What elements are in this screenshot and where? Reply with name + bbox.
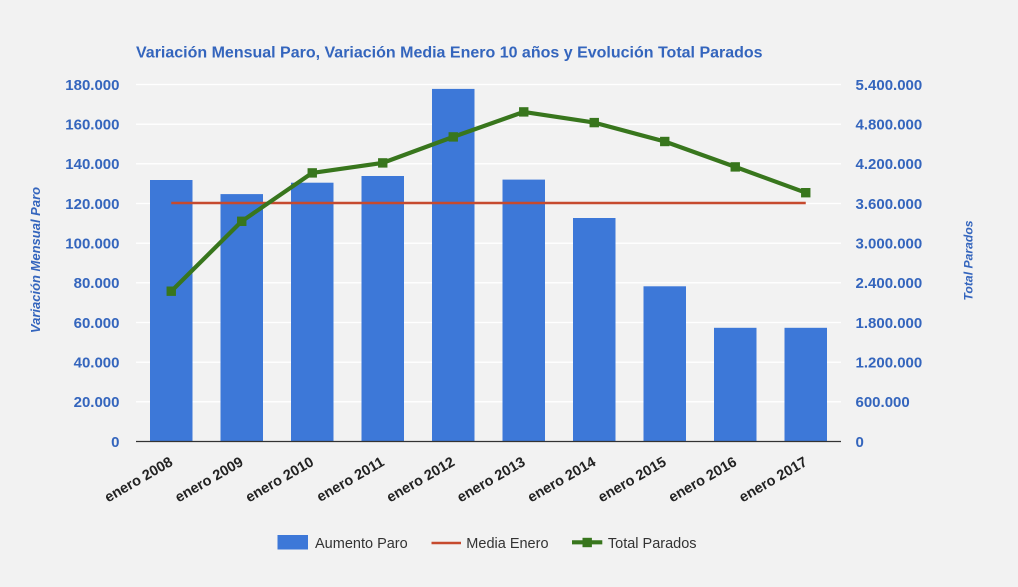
svg-text:20.000: 20.000 xyxy=(74,394,120,411)
svg-text:Total Parados: Total Parados xyxy=(608,536,697,552)
svg-text:2.400.000: 2.400.000 xyxy=(856,275,923,292)
svg-text:1.800.000: 1.800.000 xyxy=(856,315,923,332)
svg-text:Total Parados: Total Parados xyxy=(962,220,976,300)
svg-text:4.200.000: 4.200.000 xyxy=(856,156,923,173)
svg-text:120.000: 120.000 xyxy=(65,196,119,213)
svg-text:Aumento Paro: Aumento Paro xyxy=(315,536,408,552)
svg-text:3.000.000: 3.000.000 xyxy=(856,235,923,252)
svg-text:60.000: 60.000 xyxy=(74,315,120,332)
svg-text:3.600.000: 3.600.000 xyxy=(856,196,923,213)
svg-text:5.400.000: 5.400.000 xyxy=(856,77,923,94)
svg-text:80.000: 80.000 xyxy=(74,275,120,292)
svg-text:4.800.000: 4.800.000 xyxy=(856,116,923,133)
svg-text:100.000: 100.000 xyxy=(65,235,119,252)
svg-text:0: 0 xyxy=(111,434,119,451)
svg-text:Variación Mensual Paro, Variac: Variación Mensual Paro, Variación Media … xyxy=(136,45,763,62)
svg-text:Media Enero: Media Enero xyxy=(466,536,548,552)
svg-text:180.000: 180.000 xyxy=(65,77,119,94)
svg-text:40.000: 40.000 xyxy=(74,354,120,371)
svg-text:600.000: 600.000 xyxy=(856,394,910,411)
svg-text:0: 0 xyxy=(856,434,864,451)
svg-text:Variación Mensual Paro: Variación Mensual Paro xyxy=(28,187,43,333)
svg-text:1.200.000: 1.200.000 xyxy=(856,354,923,371)
svg-text:160.000: 160.000 xyxy=(65,116,119,133)
svg-text:140.000: 140.000 xyxy=(65,156,119,173)
